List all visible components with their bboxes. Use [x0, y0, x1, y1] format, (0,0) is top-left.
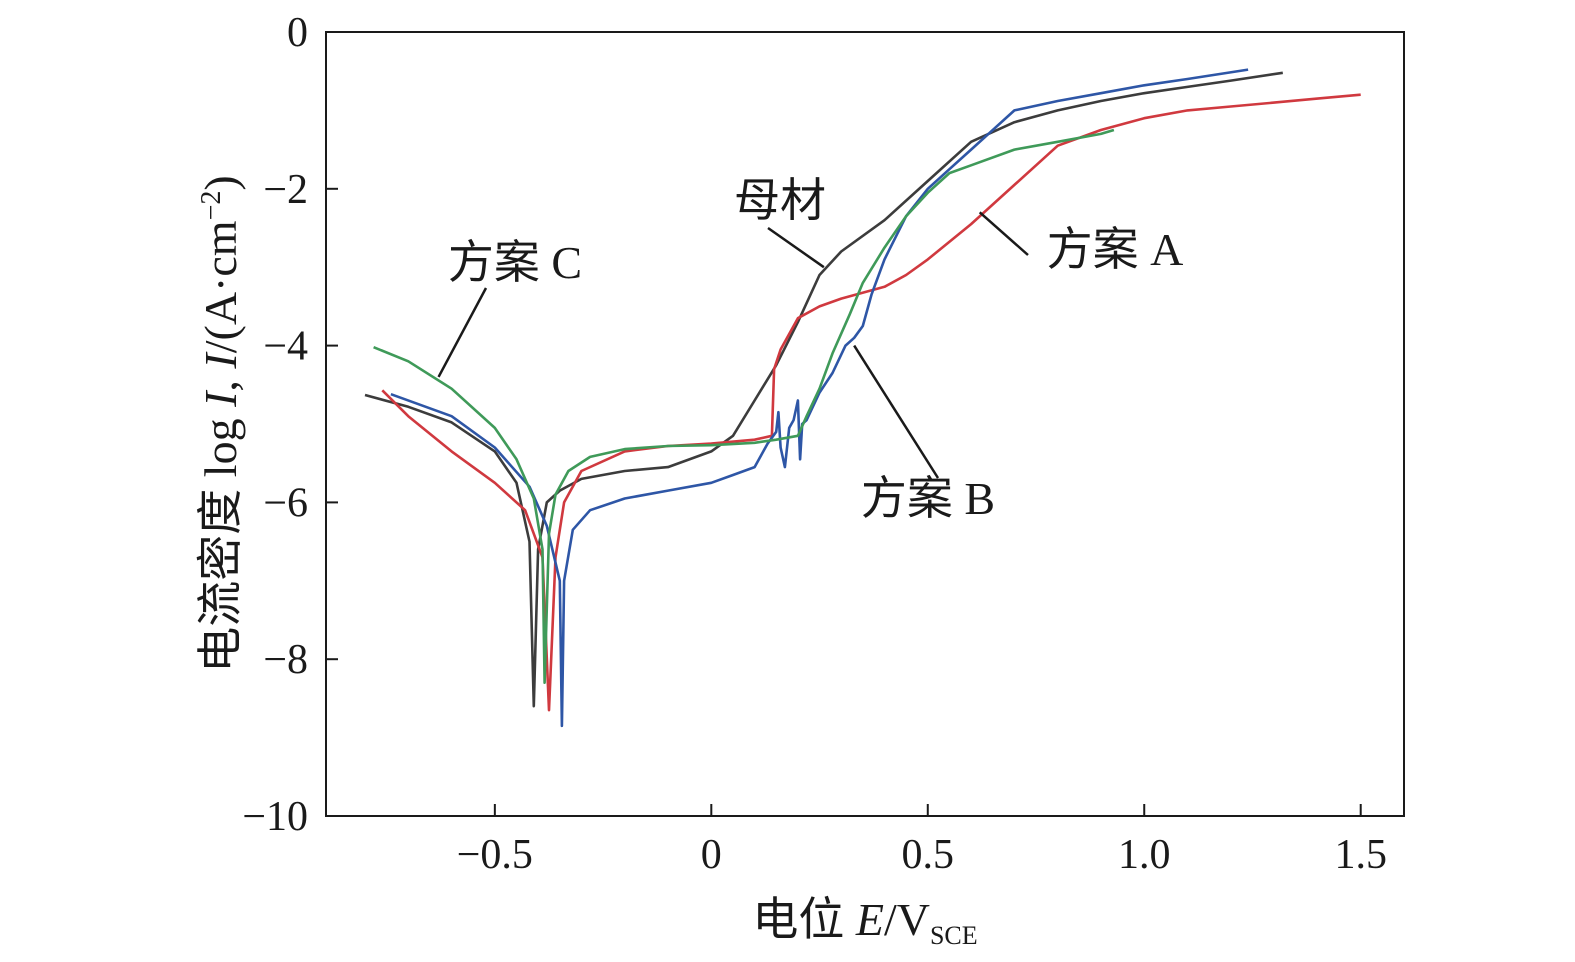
series-label: 母材	[734, 175, 826, 226]
y-tick-label: 0	[287, 10, 308, 56]
series-label: 方案 C	[448, 237, 582, 288]
x-axis-label: 电位 E/VSCE	[752, 894, 977, 950]
y-axis-label: 电流密度 log I, I/(A·cm−2)	[195, 175, 246, 672]
callout-leader	[978, 211, 1029, 256]
y-tick-label: −2	[263, 167, 308, 213]
x-tick-label: 1.0	[1118, 832, 1171, 878]
y-tick-label: −6	[263, 480, 308, 526]
callout-leader	[437, 287, 488, 378]
y-tick-label: −4	[263, 324, 308, 370]
x-tick-label: 0.5	[902, 832, 955, 878]
series-line-0	[364, 71, 1283, 708]
x-tick-label: 1.5	[1334, 832, 1387, 878]
series-line-2	[390, 68, 1249, 728]
y-tick-label: −10	[242, 794, 308, 840]
series-label: 方案 B	[861, 473, 995, 524]
axis-ticks: −0.5 0 0.5 1.0 1.5 0 −2 −4 −6 −8 −10	[242, 10, 1387, 878]
plot-frame	[325, 31, 1405, 817]
y-tick-label: −8	[263, 637, 308, 683]
series-label: 方案 A	[1047, 224, 1184, 275]
x-tick-label: −0.5	[457, 832, 533, 878]
series-line-3	[373, 128, 1115, 684]
callout-leader	[853, 344, 940, 479]
x-tick-label: 0	[701, 832, 722, 878]
callout-leader	[767, 226, 825, 269]
data-series	[364, 68, 1361, 728]
series-line-1	[381, 93, 1361, 712]
